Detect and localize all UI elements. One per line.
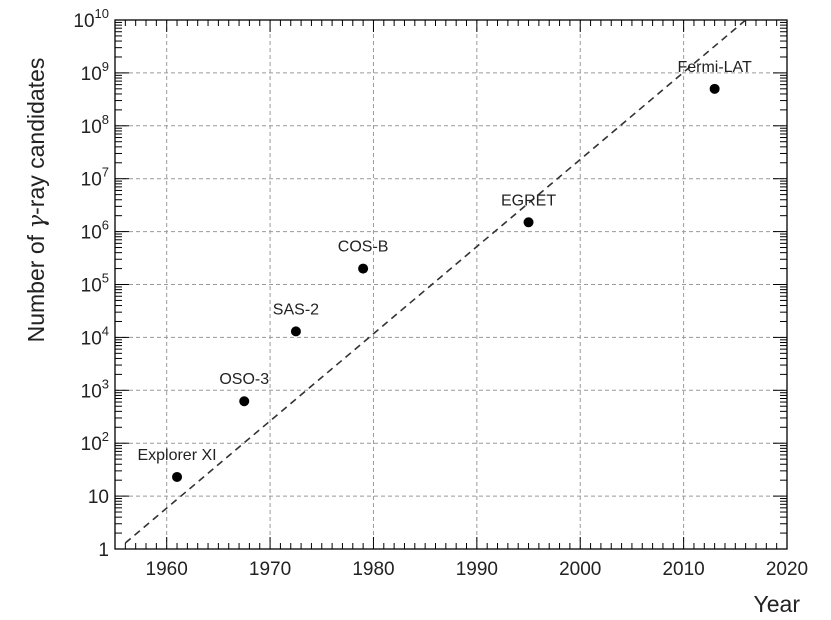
y-tick-exponent: 9 <box>102 59 109 74</box>
x-axis-label: Year <box>754 591 801 617</box>
data-point <box>358 263 369 274</box>
y-tick-label: 10 <box>88 487 109 508</box>
y-tick-label: 103 <box>81 376 109 402</box>
data-point-label: SAS-2 <box>273 301 319 318</box>
y-tick-base: 10 <box>88 487 109 508</box>
y-axis-label-suffix: -ray candidates <box>23 58 49 215</box>
y-tick-exponent: 5 <box>102 271 109 286</box>
y-tick-label: 106 <box>81 218 109 244</box>
y-tick-base: 10 <box>81 170 102 191</box>
plot-frame <box>114 19 788 550</box>
y-tick-base: 10 <box>81 276 102 297</box>
y-tick-label: 105 <box>81 271 109 297</box>
y-tick-base: 10 <box>81 381 102 402</box>
y-tick-label: 104 <box>81 323 109 349</box>
x-tick-label: 2010 <box>662 559 704 580</box>
x-tick-label: 1990 <box>456 559 498 580</box>
x-tick-label: 1980 <box>352 559 394 580</box>
data-points <box>172 83 720 482</box>
y-axis-label: Number of γ-ray candidates <box>23 58 50 343</box>
x-tick-label: 2000 <box>559 559 601 580</box>
x-tick-label: 2020 <box>766 559 808 580</box>
data-point <box>172 471 183 482</box>
y-tick-base: 10 <box>81 64 102 85</box>
x-tick-label: 1960 <box>146 559 188 580</box>
data-point-label: COS-B <box>338 239 389 256</box>
y-tick-base: 1 <box>98 540 109 561</box>
trend-line <box>124 19 747 544</box>
data-point-label: Explorer XI <box>137 447 216 464</box>
y-tick-base: 10 <box>73 11 94 32</box>
minor-ticks <box>114 20 787 549</box>
y-tick-exponent: 4 <box>102 323 109 338</box>
y-tick-label: 1 <box>98 540 109 561</box>
y-tick-exponent: 3 <box>102 376 109 391</box>
point-labels: Explorer XI OSO-3 SAS-2 COS-B EGRET Fermi-LAT <box>137 59 752 464</box>
y-tick-label: 102 <box>81 429 109 455</box>
data-point <box>290 326 301 337</box>
y-tick-exponent: 6 <box>102 218 109 233</box>
y-tick-base: 10 <box>81 328 102 349</box>
data-point <box>709 83 720 94</box>
y-tick-label: 108 <box>81 112 109 138</box>
y-tick-label: 109 <box>81 59 109 85</box>
y-axis-label-prefix: Number of <box>23 229 49 343</box>
y-tick-exponent: 10 <box>95 6 109 21</box>
data-point-label: OSO-3 <box>219 371 269 388</box>
y-tick-base: 10 <box>81 117 102 138</box>
x-tick-label: 1970 <box>249 559 291 580</box>
y-tick-base: 10 <box>81 434 102 455</box>
y-tick-base: 10 <box>81 223 102 244</box>
data-point-label: EGRET <box>501 192 556 209</box>
y-tick-label: 107 <box>81 165 109 191</box>
y-axis-label-symbol: γ <box>24 215 50 229</box>
y-tick-label: 1010 <box>73 6 109 32</box>
x-tick-labels: 1960 1970 1980 1990 2000 2010 2020 <box>146 559 809 580</box>
y-tick-exponent: 7 <box>102 165 109 180</box>
data-point-label: Fermi-LAT <box>677 59 752 76</box>
grid <box>115 20 787 549</box>
data-point <box>523 217 534 228</box>
y-tick-exponent: 8 <box>102 112 109 127</box>
y-tick-exponent: 2 <box>102 429 109 444</box>
data-point <box>239 396 250 407</box>
